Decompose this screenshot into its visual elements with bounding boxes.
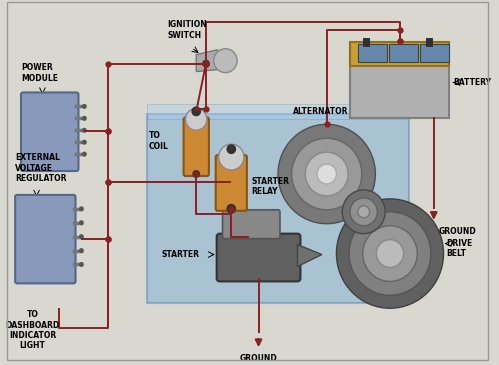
Text: STARTER
RELAY: STARTER RELAY (251, 177, 290, 196)
Circle shape (82, 128, 87, 133)
Circle shape (219, 144, 244, 170)
Circle shape (227, 144, 236, 154)
FancyBboxPatch shape (184, 117, 209, 176)
Circle shape (82, 151, 87, 157)
Circle shape (79, 206, 84, 211)
Circle shape (82, 140, 87, 145)
Circle shape (358, 206, 370, 218)
Circle shape (227, 204, 236, 214)
FancyBboxPatch shape (217, 234, 300, 281)
Text: TO
COIL: TO COIL (149, 131, 168, 151)
Polygon shape (147, 114, 410, 303)
Text: GROUND: GROUND (240, 354, 277, 363)
Text: DRIVE
BELT: DRIVE BELT (447, 239, 473, 258)
Circle shape (214, 49, 237, 73)
Polygon shape (196, 50, 218, 72)
Circle shape (82, 116, 87, 121)
FancyBboxPatch shape (21, 92, 78, 171)
FancyBboxPatch shape (420, 44, 450, 62)
Circle shape (305, 152, 348, 196)
Circle shape (192, 170, 200, 178)
Circle shape (291, 138, 362, 210)
FancyBboxPatch shape (15, 195, 75, 283)
Circle shape (82, 104, 87, 109)
Text: TO
DASHBOARD
INDICATOR
LIGHT: TO DASHBOARD INDICATOR LIGHT (5, 310, 60, 350)
Circle shape (336, 199, 444, 308)
Circle shape (278, 124, 375, 224)
Circle shape (79, 234, 84, 239)
Circle shape (192, 106, 201, 116)
Circle shape (350, 198, 377, 226)
Text: BATTERY: BATTERY (453, 78, 491, 87)
Text: POWER
MODULE: POWER MODULE (21, 63, 58, 82)
Polygon shape (343, 224, 437, 229)
Circle shape (349, 212, 431, 295)
Circle shape (79, 248, 84, 253)
Text: ALTERNATOR: ALTERNATOR (292, 107, 348, 116)
Text: EXTERNAL
VOLTAGE
REGULATOR: EXTERNAL VOLTAGE REGULATOR (15, 153, 67, 183)
Polygon shape (147, 104, 410, 119)
Circle shape (186, 108, 207, 130)
Polygon shape (297, 245, 322, 266)
FancyBboxPatch shape (389, 44, 418, 62)
Circle shape (376, 240, 404, 268)
Circle shape (317, 164, 336, 184)
Circle shape (363, 226, 417, 281)
FancyBboxPatch shape (216, 155, 247, 211)
Circle shape (79, 262, 84, 267)
FancyBboxPatch shape (350, 59, 450, 118)
Text: GROUND: GROUND (439, 227, 477, 236)
Circle shape (79, 220, 84, 225)
FancyBboxPatch shape (223, 210, 280, 239)
Circle shape (202, 59, 210, 68)
FancyBboxPatch shape (358, 44, 387, 62)
Text: IGNITION
SWITCH: IGNITION SWITCH (167, 20, 207, 40)
Text: STARTER: STARTER (161, 250, 199, 259)
FancyBboxPatch shape (350, 42, 450, 66)
Circle shape (342, 190, 385, 234)
